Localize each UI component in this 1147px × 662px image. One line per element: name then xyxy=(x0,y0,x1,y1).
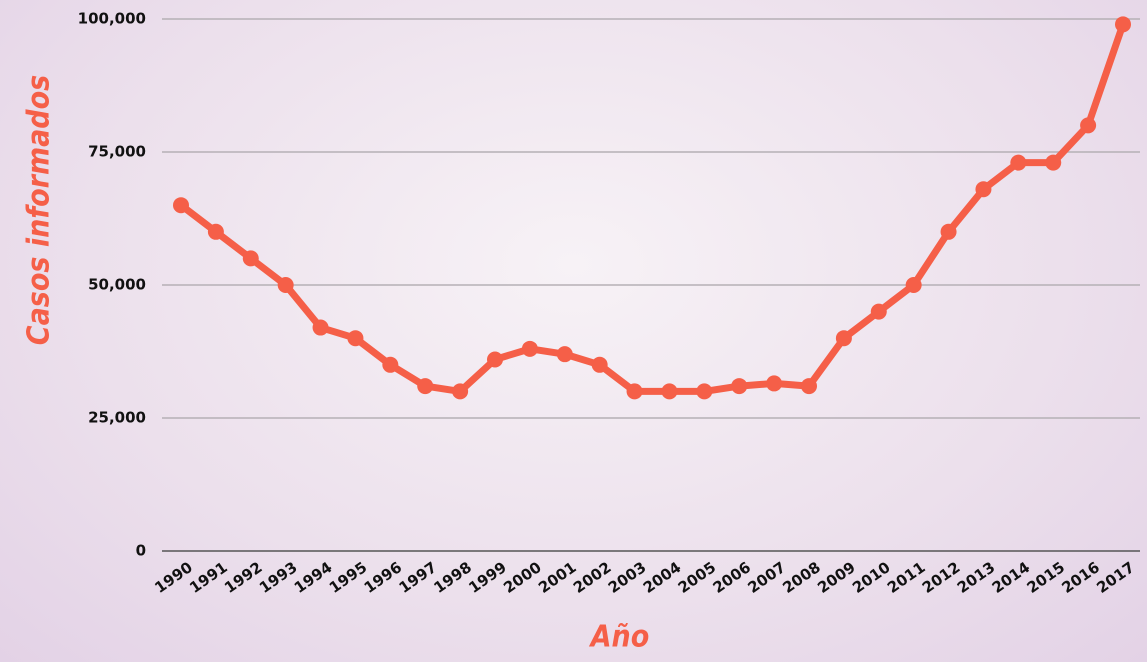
data-point xyxy=(208,224,224,240)
x-tick-label: 2003 xyxy=(605,558,650,597)
data-point xyxy=(592,357,608,373)
data-point xyxy=(627,383,643,399)
x-tick-label: 2016 xyxy=(1058,558,1103,597)
x-tick-label: 2006 xyxy=(710,558,755,597)
data-point xyxy=(1045,155,1061,171)
x-tick-label: 1999 xyxy=(465,558,510,597)
data-point xyxy=(243,250,259,266)
x-tick-label: 2013 xyxy=(954,558,999,597)
data-point xyxy=(173,197,189,213)
x-tick-label: 2008 xyxy=(779,558,824,597)
chart: Casos informados Año 0 25,000 50,000 75,000… xyxy=(0,0,1147,662)
x-tick-label: 2009 xyxy=(814,558,859,597)
x-tick-label: 2010 xyxy=(849,558,894,597)
x-tick-label: 2017 xyxy=(1093,558,1138,597)
data-point xyxy=(313,320,329,336)
data-point xyxy=(941,224,957,240)
y-axis-title: Casos informados xyxy=(22,75,57,345)
y-tick-label: 25,000 xyxy=(88,409,146,427)
y-tick-label: 75,000 xyxy=(88,143,146,161)
data-point xyxy=(731,378,747,394)
x-tick-label: 1992 xyxy=(221,558,266,597)
x-tick-label: 2015 xyxy=(1024,558,1069,597)
x-tick-label: 2011 xyxy=(884,558,929,597)
x-tick-label: 2005 xyxy=(675,558,720,597)
x-tick-label: 1990 xyxy=(151,558,196,597)
data-point xyxy=(487,351,503,367)
data-point xyxy=(382,357,398,373)
data-point xyxy=(661,383,677,399)
x-tick-label: 1991 xyxy=(186,558,231,597)
data-line xyxy=(181,24,1123,391)
data-point xyxy=(557,346,573,362)
data-point xyxy=(836,330,852,346)
data-point xyxy=(975,181,991,197)
y-tick-label: 50,000 xyxy=(88,276,146,294)
data-point xyxy=(522,341,538,357)
x-tick-label: 2000 xyxy=(500,558,545,597)
data-point xyxy=(871,304,887,320)
x-tick-label: 2002 xyxy=(570,558,615,597)
data-point xyxy=(417,378,433,394)
x-tick-label: 1998 xyxy=(430,558,475,597)
data-point xyxy=(347,330,363,346)
x-tick-label: 2012 xyxy=(919,558,964,597)
x-tick-label: 2014 xyxy=(989,558,1034,597)
data-point xyxy=(801,378,817,394)
x-tick-label: 1993 xyxy=(256,558,301,597)
data-point xyxy=(452,383,468,399)
x-tick-label: 2001 xyxy=(535,558,580,597)
data-point xyxy=(906,277,922,293)
y-tick-label: 0 xyxy=(136,542,146,560)
x-tick-label: 2004 xyxy=(640,558,685,597)
x-tick-label: 2007 xyxy=(744,558,789,597)
data-point xyxy=(766,375,782,391)
data-point xyxy=(1010,155,1026,171)
x-tick-label: 1994 xyxy=(291,558,336,597)
x-axis-title: Año xyxy=(589,620,650,655)
data-point xyxy=(278,277,294,293)
data-point xyxy=(1115,16,1131,32)
x-tick-label: 1996 xyxy=(361,558,406,597)
data-point xyxy=(696,383,712,399)
x-tick-label: 1995 xyxy=(326,558,371,597)
data-point xyxy=(1080,117,1096,133)
y-tick-label: 100,000 xyxy=(78,10,146,28)
x-tick-label: 1997 xyxy=(396,558,441,597)
